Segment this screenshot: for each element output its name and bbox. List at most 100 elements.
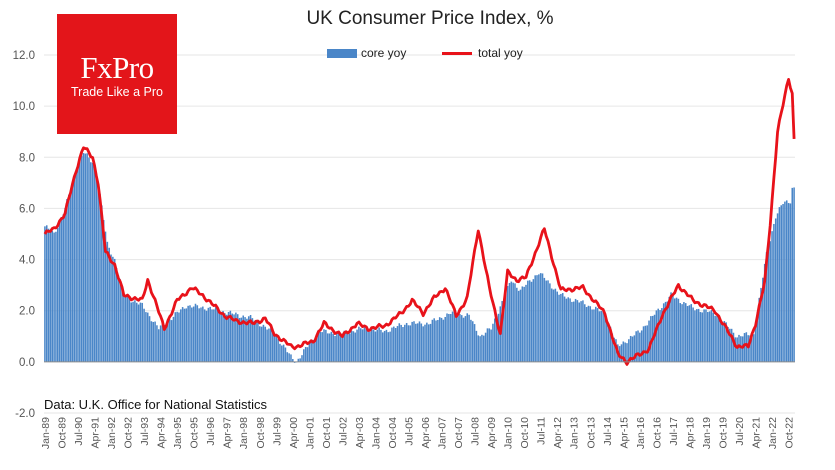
core-bar xyxy=(517,290,520,362)
core-bar xyxy=(266,329,268,362)
core-bar xyxy=(495,317,498,362)
x-tick-label: Jul-96 xyxy=(205,417,217,446)
x-tick-label: Jul-93 xyxy=(139,417,151,446)
core-bar xyxy=(257,321,259,362)
core-bar xyxy=(637,330,639,362)
core-bar xyxy=(192,306,195,362)
core-bar xyxy=(130,302,132,362)
x-tick-label: Oct-13 xyxy=(585,417,597,449)
core-bar xyxy=(258,326,261,362)
y-tick-label: -2.0 xyxy=(15,408,35,420)
core-bar xyxy=(284,347,287,362)
core-bar xyxy=(143,308,145,362)
core-bar xyxy=(497,313,500,362)
core-bar xyxy=(602,310,604,362)
core-bar xyxy=(405,322,408,362)
core-bar xyxy=(191,307,193,362)
core-bar xyxy=(741,336,744,362)
core-bar xyxy=(207,307,210,362)
core-bar xyxy=(227,312,230,362)
core-bar xyxy=(260,326,263,362)
core-bar xyxy=(391,327,393,362)
x-tick-label: Oct-01 xyxy=(321,417,333,449)
core-bar xyxy=(135,302,138,362)
core-bar xyxy=(314,339,316,362)
core-bar xyxy=(580,301,582,362)
core-bar xyxy=(198,308,200,362)
core-bar xyxy=(44,226,46,362)
core-bar xyxy=(211,309,213,362)
core-bar xyxy=(501,301,503,362)
core-bar xyxy=(84,153,87,362)
core-bar xyxy=(765,252,768,362)
core-bar xyxy=(304,346,307,362)
core-bar xyxy=(422,326,424,362)
core-bar xyxy=(137,304,140,362)
core-bar xyxy=(246,318,248,362)
x-tick-label: Oct-95 xyxy=(189,417,201,449)
core-bar xyxy=(514,283,516,362)
core-bar xyxy=(380,329,382,362)
core-bar xyxy=(407,325,410,362)
x-tick-label: Oct-22 xyxy=(784,417,796,449)
core-bar xyxy=(205,310,208,362)
x-axis: Jan-89 Oct-89 Jul-90 Apr-91 Jan-92 Oct-92 Jul-… xyxy=(40,417,796,449)
core-bar xyxy=(101,205,103,362)
core-bar xyxy=(132,301,134,362)
y-tick-label: 2.0 xyxy=(19,306,35,318)
core-bar xyxy=(523,286,525,362)
core-bar xyxy=(762,277,764,362)
x-tick-label: Apr-94 xyxy=(156,417,168,449)
core-bar xyxy=(123,295,125,362)
core-bar xyxy=(150,321,153,362)
x-tick-label: Jul-20 xyxy=(734,417,746,446)
core-bar xyxy=(374,331,377,362)
core-bar xyxy=(222,310,224,362)
core-bar xyxy=(433,318,435,362)
core-bar xyxy=(356,329,358,362)
core-bar xyxy=(108,247,110,362)
core-bar xyxy=(64,207,66,362)
core-bar xyxy=(519,289,522,362)
core-bar xyxy=(332,333,334,362)
core-bar xyxy=(661,308,663,362)
core-bar xyxy=(708,311,711,362)
core-bar xyxy=(723,320,726,362)
core-bar xyxy=(424,324,426,362)
core-bar xyxy=(547,280,549,362)
core-bar xyxy=(233,314,235,362)
core-bar xyxy=(512,282,514,362)
x-tick-label: Jan-92 xyxy=(106,417,118,449)
core-bar xyxy=(365,327,368,362)
core-bar xyxy=(359,328,362,362)
core-bar xyxy=(633,335,636,362)
core-bar xyxy=(347,333,349,362)
core-bar xyxy=(330,331,333,362)
core-bar xyxy=(784,201,786,362)
core-bar xyxy=(429,323,432,362)
core-bar xyxy=(69,190,72,362)
legend-core-label: core yoy xyxy=(361,46,407,60)
core-bar xyxy=(563,296,566,362)
y-tick-label: 4.0 xyxy=(19,255,35,267)
core-bar xyxy=(134,300,136,362)
core-bar xyxy=(657,308,659,362)
core-bar xyxy=(470,319,472,362)
x-tick-label: Jan-95 xyxy=(172,417,184,449)
core-bar xyxy=(438,317,441,362)
core-bar xyxy=(536,275,538,362)
core-bar xyxy=(47,228,50,362)
core-bar xyxy=(213,309,215,362)
core-bar xyxy=(543,277,546,362)
core-bar xyxy=(743,333,746,362)
core-bar xyxy=(473,324,476,362)
core-bar xyxy=(527,280,529,362)
x-tick-label: Apr-06 xyxy=(420,417,432,449)
legend-total-label: total yoy xyxy=(478,46,523,60)
core-bar xyxy=(341,333,344,362)
core-bar xyxy=(336,333,338,362)
core-bar xyxy=(451,311,454,362)
core-bar xyxy=(595,306,597,362)
core-bar xyxy=(600,310,603,362)
core-bar xyxy=(282,344,285,362)
